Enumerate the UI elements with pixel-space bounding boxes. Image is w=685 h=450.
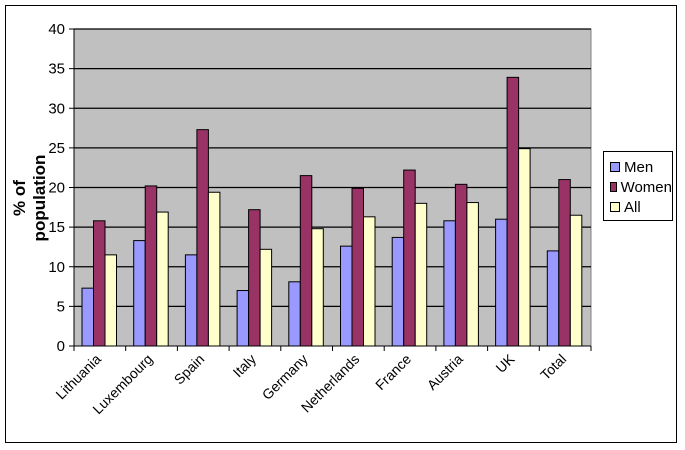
- bar-all: [518, 148, 531, 347]
- bar-women: [93, 220, 106, 347]
- bar-men: [391, 236, 405, 347]
- x-tick-label: Spain: [171, 351, 208, 388]
- x-tick-label: UK: [493, 350, 519, 376]
- y-tick-label: 5: [57, 298, 65, 315]
- x-tick-label: Italy: [230, 351, 259, 380]
- x-tick-label: Austria: [424, 351, 466, 393]
- x-tick-label: Total: [537, 351, 569, 383]
- bar-women: [351, 187, 364, 347]
- legend-label: Men: [624, 158, 654, 176]
- bar-all: [363, 216, 376, 347]
- bar-women: [144, 185, 158, 347]
- y-tick-label: 40: [48, 21, 65, 38]
- y-axis-label: % of population: [10, 154, 49, 242]
- bar-all: [156, 211, 169, 347]
- y-tick-label: 20: [48, 180, 65, 197]
- y-tick-label: 15: [48, 219, 65, 236]
- bar-men: [495, 218, 508, 347]
- legend-swatch-icon: [610, 182, 617, 192]
- x-tick-label: Lithuania: [52, 351, 104, 403]
- y-tick-label: 30: [48, 100, 65, 117]
- bar-women: [196, 129, 209, 347]
- x-tick-label: France: [372, 351, 414, 393]
- bar-all: [414, 202, 428, 347]
- legend-item: Men: [610, 157, 672, 177]
- legend-swatch-icon: [610, 162, 620, 172]
- bar-women: [454, 183, 468, 347]
- bar-men: [546, 250, 560, 347]
- bar-men: [81, 287, 94, 347]
- y-tick-label: 25: [48, 140, 65, 157]
- bar-all: [311, 228, 324, 347]
- legend-label: All: [624, 198, 641, 216]
- legend-item: Women: [610, 177, 672, 197]
- bar-men: [443, 220, 456, 347]
- bar-all: [104, 254, 117, 347]
- y-tick-label: 35: [48, 61, 65, 78]
- bar-men: [288, 281, 301, 347]
- bar-all: [569, 214, 583, 347]
- x-tick-label: Germany: [259, 351, 311, 403]
- bar-all: [466, 202, 479, 347]
- bar-women: [403, 169, 416, 347]
- legend: Men Women All: [603, 151, 673, 221]
- bar-women: [299, 175, 313, 347]
- bar-women: [558, 179, 571, 347]
- bar-all: [259, 248, 273, 347]
- bar-men: [184, 254, 198, 347]
- bar-women: [248, 209, 261, 347]
- y-tick-label: 0: [57, 338, 65, 355]
- bar-men: [133, 240, 146, 347]
- bar-men: [236, 290, 250, 347]
- legend-label: Women: [620, 178, 672, 196]
- legend-swatch-icon: [610, 202, 620, 212]
- bar-men: [340, 245, 353, 347]
- legend-item: All: [610, 197, 672, 217]
- bar-women: [506, 76, 520, 347]
- bar-all: [207, 191, 221, 347]
- y-tick-label: 10: [48, 259, 65, 276]
